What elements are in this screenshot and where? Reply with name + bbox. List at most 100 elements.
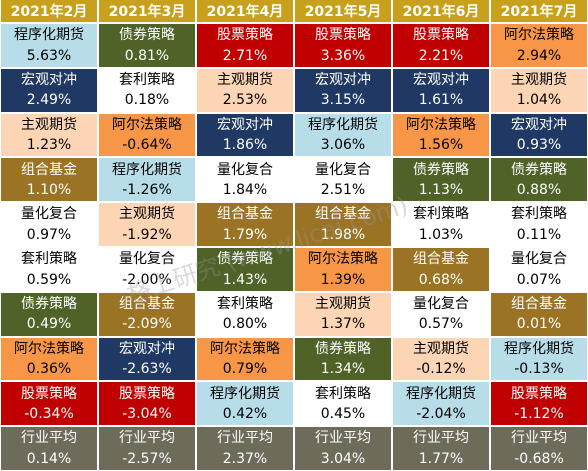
strategy-cell: 债券策略 1.34% — [295, 337, 391, 381]
strategy-cell: 量化复合 1.84% — [197, 158, 293, 202]
strategy-cell: 阿尔法策略 -0.64% — [99, 113, 195, 157]
strategy-name: 阿尔法策略 — [308, 251, 378, 268]
strategy-return: 1.86% — [222, 137, 268, 154]
strategy-return: 1.98% — [320, 226, 366, 243]
strategy-return: 0.80% — [222, 316, 268, 333]
strategy-return: 3.04% — [320, 450, 366, 467]
strategy-return: 0.01% — [516, 316, 562, 333]
strategy-return: 1.79% — [222, 226, 268, 243]
strategy-return: 1.84% — [222, 181, 268, 198]
column-header: 2021年5月 — [295, 0, 391, 22]
strategy-name: 量化复合 — [21, 206, 77, 223]
strategy-return: 2.49% — [26, 92, 72, 109]
strategy-name: 阿尔法策略 — [406, 116, 476, 133]
column-header: 2021年4月 — [197, 0, 293, 22]
strategy-return: -2.09% — [122, 316, 172, 333]
strategy-name: 宏观对冲 — [413, 71, 469, 88]
strategy-return: 3.06% — [320, 137, 366, 154]
strategy-name: 阿尔法策略 — [504, 27, 574, 44]
strategy-name: 债券策略 — [511, 161, 567, 178]
strategy-return: 1.04% — [516, 92, 562, 109]
strategy-name: 股票策略 — [315, 27, 371, 44]
strategy-name: 主观期货 — [217, 71, 273, 88]
strategy-return: 1.37% — [320, 316, 366, 333]
strategy-name: 组合基金 — [21, 161, 77, 178]
strategy-return: -2.63% — [122, 361, 172, 378]
strategy-name: 股票策略 — [413, 27, 469, 44]
strategy-name: 主观期货 — [511, 71, 567, 88]
strategy-cell: 债券策略 0.49% — [1, 292, 97, 336]
strategy-name: 阿尔法策略 — [210, 340, 280, 357]
strategy-name: 程序化期货 — [504, 340, 574, 357]
strategy-return: 0.36% — [26, 361, 72, 378]
strategy-name: 量化复合 — [413, 295, 469, 312]
strategy-name: 主观期货 — [21, 116, 77, 133]
strategy-cell: 量化复合 0.07% — [491, 247, 587, 291]
strategy-cell: 债券策略 0.81% — [99, 24, 195, 67]
strategy-cell: 主观期货 2.53% — [197, 68, 293, 112]
strategy-name: 套利策略 — [315, 385, 371, 402]
column-header: 2021年3月 — [99, 0, 195, 22]
strategy-cell: 程序化期货 -1.26% — [99, 158, 195, 202]
strategy-cell: 行业平均 0.14% — [1, 427, 97, 470]
strategy-return: 1.39% — [320, 271, 366, 288]
strategy-cell: 宏观对冲 1.61% — [393, 68, 489, 112]
strategy-return: 3.36% — [320, 47, 366, 64]
strategy-name: 宏观对冲 — [119, 340, 175, 357]
strategy-name: 套利策略 — [217, 295, 273, 312]
strategy-return: 0.59% — [26, 271, 72, 288]
strategy-return: -0.13% — [514, 361, 564, 378]
strategy-return: 5.63% — [26, 47, 72, 64]
strategy-return: -2.00% — [122, 271, 172, 288]
strategy-name: 股票策略 — [217, 27, 273, 44]
strategy-name: 量化复合 — [119, 251, 175, 268]
strategy-name: 套利策略 — [413, 206, 469, 223]
strategy-name: 主观期货 — [413, 340, 469, 357]
strategy-name: 主观期货 — [119, 206, 175, 223]
strategy-name: 程序化期货 — [14, 27, 84, 44]
strategy-cell: 宏观对冲 0.93% — [491, 113, 587, 157]
strategy-name: 债券策略 — [315, 340, 371, 357]
strategy-name: 行业平均 — [413, 430, 469, 447]
strategy-cell: 组合基金 1.79% — [197, 203, 293, 246]
strategy-return: 2.21% — [418, 47, 464, 64]
strategy-name: 量化复合 — [511, 251, 567, 268]
strategy-cell: 组合基金 -2.09% — [99, 292, 195, 336]
strategy-name: 量化复合 — [217, 161, 273, 178]
strategy-cell: 股票策略 -0.34% — [1, 382, 97, 426]
strategy-cell: 组合基金 0.01% — [491, 292, 587, 336]
strategy-name: 量化复合 — [315, 161, 371, 178]
strategy-name: 阿尔法策略 — [14, 340, 84, 357]
strategy-return: 3.15% — [320, 92, 366, 109]
strategy-name: 程序化期货 — [112, 161, 182, 178]
strategy-return: 2.94% — [516, 47, 562, 64]
strategy-name: 股票策略 — [21, 385, 77, 402]
strategy-return: -3.04% — [122, 405, 172, 422]
strategy-cell: 主观期货 -0.12% — [393, 337, 489, 381]
strategy-name: 套利策略 — [21, 251, 77, 268]
strategy-return: 1.56% — [418, 137, 464, 154]
strategy-cell: 股票策略 2.21% — [393, 24, 489, 67]
strategy-cell: 宏观对冲 3.15% — [295, 68, 391, 112]
strategy-cell: 宏观对冲 -2.63% — [99, 337, 195, 381]
strategy-name: 宏观对冲 — [217, 116, 273, 133]
strategy-return: 0.81% — [124, 47, 170, 64]
strategy-name: 套利策略 — [119, 71, 175, 88]
strategy-return: 0.93% — [516, 137, 562, 154]
strategy-name: 行业平均 — [217, 430, 273, 447]
strategy-return: -0.64% — [122, 137, 172, 154]
strategy-cell: 债券策略 1.13% — [393, 158, 489, 202]
strategy-cell: 债券策略 0.88% — [491, 158, 587, 202]
strategy-name: 主观期货 — [315, 295, 371, 312]
strategy-return: -2.04% — [416, 405, 466, 422]
strategy-return: 2.53% — [222, 92, 268, 109]
strategy-cell: 套利策略 1.03% — [393, 203, 489, 246]
strategy-cell: 套利策略 0.11% — [491, 203, 587, 246]
strategy-cell: 阿尔法策略 1.39% — [295, 247, 391, 291]
strategy-name: 组合基金 — [217, 206, 273, 223]
strategy-cell: 行业平均 -2.57% — [99, 427, 195, 470]
strategy-return: 1.03% — [418, 226, 464, 243]
strategy-return: 1.10% — [26, 181, 72, 198]
strategy-return: -2.57% — [122, 450, 172, 467]
strategy-return: 1.34% — [320, 361, 366, 378]
